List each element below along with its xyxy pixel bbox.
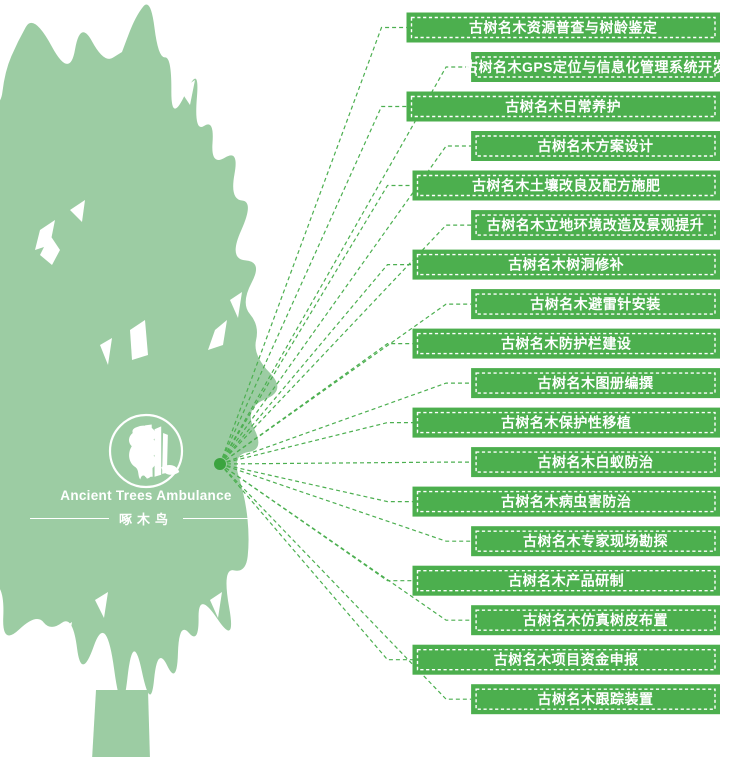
svg-text:古树名木白蚁防治: 古树名木白蚁防治 [538,454,654,470]
svg-text:古树名木跟踪装置: 古树名木跟踪装置 [538,691,654,707]
svg-text:古树名木立地环境改造及景观提升: 古树名木立地环境改造及景观提升 [487,217,705,233]
svg-text:古树名木防护栏建设: 古树名木防护栏建设 [501,336,632,352]
svg-text:古树名木方案设计: 古树名木方案设计 [538,138,654,154]
svg-text:古树名木产品研制: 古树名木产品研制 [508,573,624,589]
svg-text:古树名木病虫害防治: 古树名木病虫害防治 [501,494,632,510]
svg-text:古树名木资源普查与树龄鉴定: 古树名木资源普查与树龄鉴定 [469,20,658,36]
svg-text:古树名木专家现场勘探: 古树名木专家现场勘探 [523,533,668,549]
svg-text:古树名木项目资金申报: 古树名木项目资金申报 [494,652,639,668]
svg-text:古树名木图册编撰: 古树名木图册编撰 [538,375,654,391]
svg-text:古树名木日常养护: 古树名木日常养护 [505,99,621,115]
svg-text:古树名木土壤改良及配方施肥: 古树名木土壤改良及配方施肥 [472,178,661,194]
svg-text:古树名木避雷针安装: 古树名木避雷针安装 [530,296,661,312]
svg-text:古树名木树洞修补: 古树名木树洞修补 [508,257,624,273]
svg-text:古树名木保护性移植: 古树名木保护性移植 [501,415,632,431]
svg-text:古树名木仿真树皮布置: 古树名木仿真树皮布置 [523,612,668,628]
svg-text:古树名木GPS定位与信息化管理系统开发: 古树名木GPS定位与信息化管理系统开发 [464,59,728,75]
